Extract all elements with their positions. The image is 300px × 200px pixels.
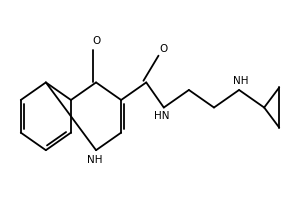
Text: HN: HN [154, 111, 169, 121]
Text: NH: NH [87, 155, 103, 165]
Text: O: O [160, 44, 168, 54]
Text: NH: NH [232, 76, 248, 86]
Text: O: O [92, 36, 100, 46]
